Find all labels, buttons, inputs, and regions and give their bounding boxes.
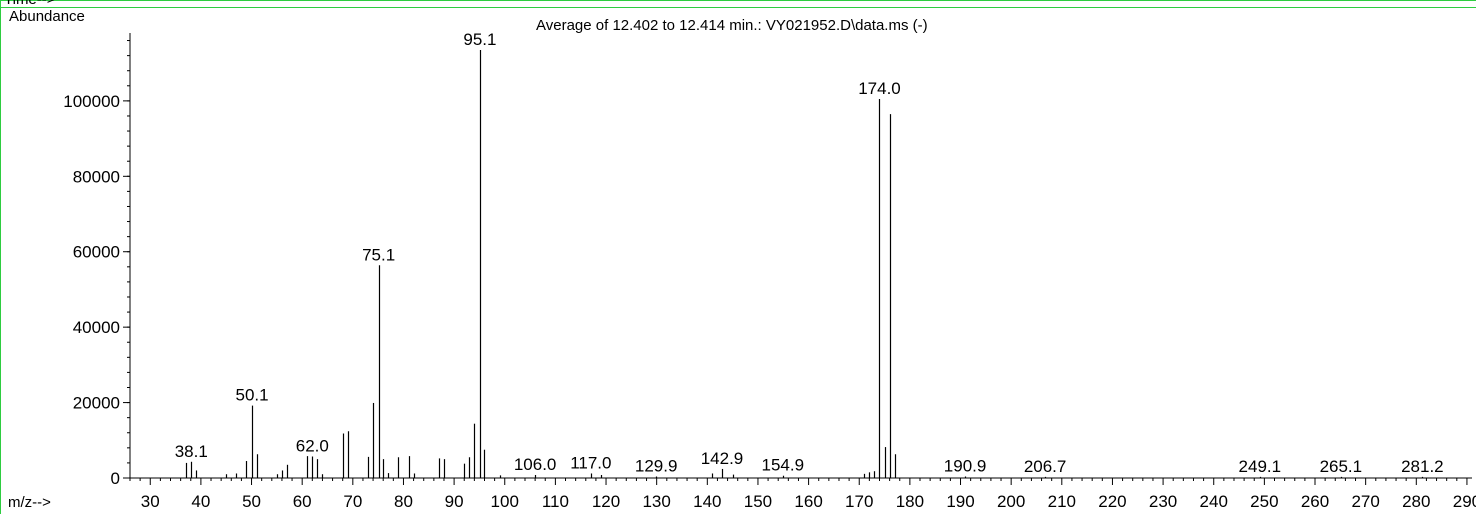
- x-tick-label: 200: [997, 492, 1025, 511]
- axes: 0 20000 40000 60000 80000 100000 30 40 50 60 70 80 9…: [63, 33, 1476, 511]
- abundance-label: Abundance: [9, 8, 85, 25]
- mz-label: m/z-->: [8, 494, 51, 511]
- x-tick-label: 30: [141, 492, 160, 511]
- peaks: [185, 49, 1424, 478]
- x-tick-label: 250: [1250, 492, 1278, 511]
- x-tick-label: 70: [343, 492, 362, 511]
- x-tick-label: 90: [445, 492, 464, 511]
- time-label: Time-->: [4, 0, 56, 8]
- peak-label: 190.9: [944, 456, 987, 475]
- x-tick-label: 210: [1048, 492, 1076, 511]
- x-tick-label: 160: [794, 492, 822, 511]
- peak-label: 38.1: [175, 442, 208, 461]
- x-tick-label: 80: [394, 492, 413, 511]
- x-tick-label: 270: [1351, 492, 1379, 511]
- peak-label: 206.7: [1024, 457, 1067, 476]
- peak-label: 142.9: [701, 449, 744, 468]
- x-tick-label: 260: [1301, 492, 1329, 511]
- x-tick-label: 50: [242, 492, 261, 511]
- y-tick-label: 80000: [73, 167, 120, 186]
- peak-label: 75.1: [362, 245, 395, 264]
- header-divider: [0, 7, 1476, 8]
- x-tick-label: 170: [845, 492, 873, 511]
- peak-label: 281.2: [1401, 457, 1444, 476]
- x-tick-label: 100: [491, 492, 519, 511]
- peak-label: 249.1: [1239, 457, 1282, 476]
- x-tick-label: 140: [693, 492, 721, 511]
- peak-label: 154.9: [761, 456, 804, 475]
- x-tick-label: 220: [1098, 492, 1126, 511]
- y-tick-label: 100000: [63, 92, 120, 111]
- x-tick-label: 40: [191, 492, 210, 511]
- x-tick-label: 190: [946, 492, 974, 511]
- peak-label: 50.1: [235, 386, 268, 405]
- peak-label: 62.0: [296, 437, 329, 456]
- x-tick-label: 120: [592, 492, 620, 511]
- x-tick-label: 130: [642, 492, 670, 511]
- peak-labels: 38.1 50.1 62.0 75.1 95.1 106.0 117.0 129.9 142.9…: [175, 30, 1444, 476]
- x-tick-label: 110: [542, 492, 569, 511]
- x-tick-label: 180: [896, 492, 924, 511]
- x-tick-label: 150: [744, 492, 772, 511]
- x-tick-label: 280: [1402, 492, 1430, 511]
- peak-label: 129.9: [635, 456, 678, 475]
- x-tick-label: 230: [1149, 492, 1177, 511]
- x-tick-label: 240: [1200, 492, 1228, 511]
- y-tick-label: 0: [111, 469, 120, 488]
- peak-label: 95.1: [463, 30, 496, 49]
- chart-title: Average of 12.402 to 12.414 min.: VY0219…: [536, 17, 928, 34]
- y-tick-label: 20000: [73, 394, 120, 413]
- peak-label: 265.1: [1320, 457, 1363, 476]
- y-tick-label: 40000: [73, 318, 120, 337]
- y-tick-label: 60000: [73, 243, 120, 262]
- x-tick-label: 290: [1453, 492, 1476, 511]
- peak-label: 117.0: [570, 453, 611, 472]
- x-tick-label: 60: [293, 492, 312, 511]
- peak-label: 174.0: [858, 79, 901, 98]
- peak-label: 106.0: [514, 455, 557, 474]
